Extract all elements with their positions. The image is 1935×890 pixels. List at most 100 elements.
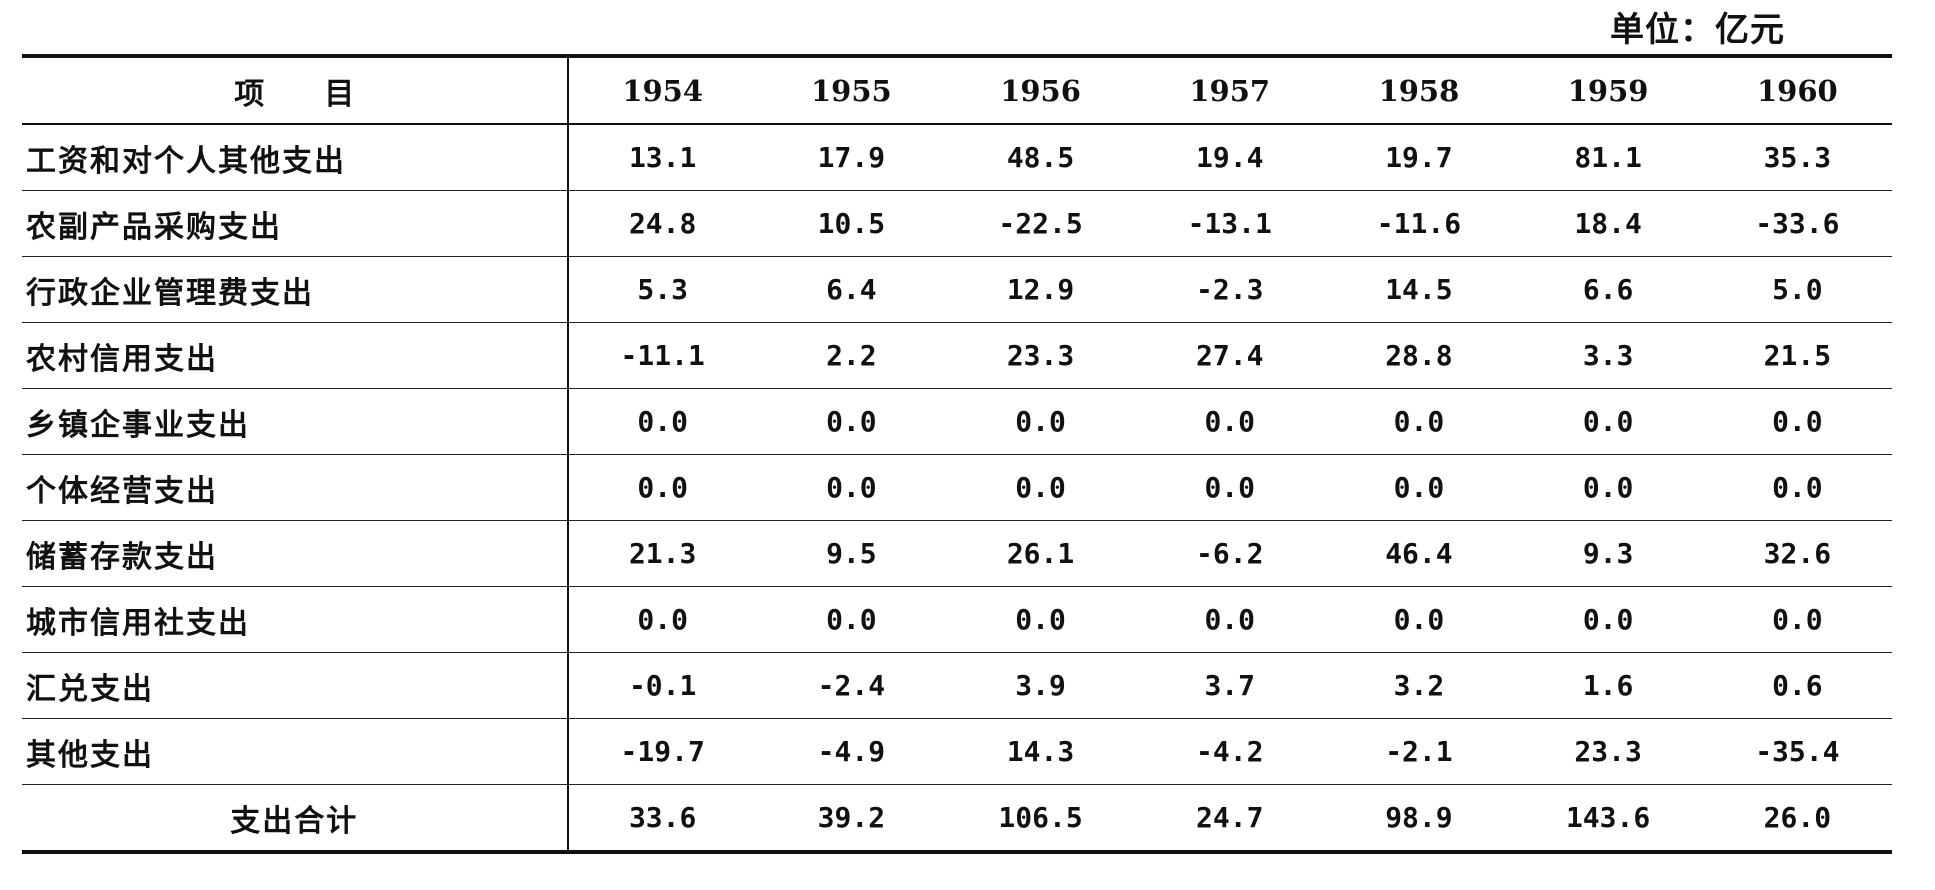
table-cell: -35.4 xyxy=(1702,718,1892,785)
row-label: 农村信用支出 xyxy=(22,322,569,389)
row-label: 其他支出 xyxy=(22,718,569,785)
table-cell: 0.0 xyxy=(1702,454,1892,521)
table-cell: 0.0 xyxy=(1135,586,1325,653)
table-cell: 0.0 xyxy=(1324,388,1514,455)
table-cell: 3.9 xyxy=(945,652,1136,719)
table-cell: -4.9 xyxy=(756,718,946,785)
table-cell: 14.5 xyxy=(1324,256,1514,323)
table-cell: 0.0 xyxy=(1513,454,1703,521)
table-cell: 48.5 xyxy=(945,124,1136,191)
table-cell: 0.0 xyxy=(945,586,1136,653)
row-label: 工资和对个人其他支出 xyxy=(22,124,569,191)
table-cell: 9.5 xyxy=(756,520,946,587)
table-cell: 19.7 xyxy=(1324,124,1514,191)
header-year: 1960 xyxy=(1702,56,1892,125)
table-cell: 28.8 xyxy=(1324,322,1514,389)
table-cell: 0.0 xyxy=(945,454,1136,521)
table-row: 储蓄存款支出 21.3 9.5 26.1 -6.2 46.4 9.3 32.6 xyxy=(22,520,1892,587)
table-cell: 0.0 xyxy=(1702,586,1892,653)
table-cell: -2.1 xyxy=(1324,718,1514,785)
table-cell: 3.3 xyxy=(1513,322,1703,389)
table-cell: -2.4 xyxy=(756,652,946,719)
table-cell: 2.2 xyxy=(756,322,946,389)
table-cell: 0.0 xyxy=(756,388,946,455)
table-cell: 0.0 xyxy=(1513,388,1703,455)
total-label: 支出合计 xyxy=(22,784,569,852)
table-cell: 24.8 xyxy=(567,190,757,257)
data-table-container: 项目 1954 1955 1956 1957 1958 1959 1960 工资… xyxy=(22,54,1892,854)
table-cell: 6.4 xyxy=(756,256,946,323)
table-cell: 0.0 xyxy=(1513,586,1703,653)
row-label: 乡镇企事业支出 xyxy=(22,388,569,455)
table-cell: 23.3 xyxy=(1513,718,1703,785)
table-row: 汇兑支出 -0.1 -2.4 3.9 3.7 3.2 1.6 0.6 xyxy=(22,652,1892,719)
table-cell: -6.2 xyxy=(1135,520,1325,587)
table-cell: 81.1 xyxy=(1513,124,1703,191)
table-cell: 18.4 xyxy=(1513,190,1703,257)
table-cell: 1.6 xyxy=(1513,652,1703,719)
total-cell: 26.0 xyxy=(1763,801,1832,834)
row-label: 个体经营支出 xyxy=(22,454,569,521)
table-cell: -22.5 xyxy=(945,190,1136,257)
total-cell: 39.2 xyxy=(817,801,886,834)
table-cell: 27.4 xyxy=(1135,322,1325,389)
expenditure-table: 项目 1954 1955 1956 1957 1958 1959 1960 工资… xyxy=(22,54,1892,854)
table-cell: 0.0 xyxy=(567,454,757,521)
table-cell: 26.1 xyxy=(945,520,1136,587)
header-year: 1954 xyxy=(567,56,757,125)
table-cell: 5.3 xyxy=(567,256,757,323)
table-cell: 0.6 xyxy=(1702,652,1892,719)
table-cell: -13.1 xyxy=(1135,190,1325,257)
row-label: 行政企业管理费支出 xyxy=(22,256,569,323)
table-row: 农村信用支出 -11.1 2.2 23.3 27.4 28.8 3.3 21.5 xyxy=(22,322,1892,389)
table-cell: 0.0 xyxy=(1702,388,1892,455)
table-cell: 0.0 xyxy=(1324,586,1514,653)
row-label: 储蓄存款支出 xyxy=(22,520,569,587)
total-row: 支出合计 33.6 39.2 106.5 24.7 98.9 143.6 26.… xyxy=(22,784,1892,852)
table-cell: 3.7 xyxy=(1135,652,1325,719)
table-cell: 0.0 xyxy=(567,586,757,653)
header-year: 1958 xyxy=(1324,56,1514,125)
table-cell: 0.0 xyxy=(1324,454,1514,521)
header-item-label: 项目 xyxy=(22,56,569,125)
table-row: 农副产品采购支出 24.8 10.5 -22.5 -13.1 -11.6 18.… xyxy=(22,190,1892,257)
table-cell: 9.3 xyxy=(1513,520,1703,587)
table-cell: 0.0 xyxy=(756,586,946,653)
table-cell: -11.1 xyxy=(567,322,757,389)
table-row: 工资和对个人其他支出 13.1 17.9 48.5 19.4 19.7 81.1… xyxy=(22,124,1892,191)
row-label: 农副产品采购支出 xyxy=(22,190,569,257)
table-cell: 12.9 xyxy=(945,256,1136,323)
table-cell: -19.7 xyxy=(567,718,757,785)
table-row: 其他支出 -19.7 -4.9 14.3 -4.2 -2.1 23.3 -35.… xyxy=(22,718,1892,785)
table-cell: 14.3 xyxy=(945,718,1136,785)
total-cell: 98.9 xyxy=(1385,801,1453,834)
table-cell: 3.2 xyxy=(1324,652,1514,719)
table-cell: 17.9 xyxy=(756,124,946,191)
row-label: 汇兑支出 xyxy=(22,652,569,719)
header-year: 1959 xyxy=(1513,56,1703,125)
table-cell: 35.3 xyxy=(1702,124,1892,191)
table-cell: 32.6 xyxy=(1702,520,1892,587)
table-cell: 46.4 xyxy=(1324,520,1514,587)
table-cell: 0.0 xyxy=(1135,388,1325,455)
table-cell: -11.6 xyxy=(1324,190,1514,257)
total-cell: 106.5 xyxy=(998,801,1083,834)
table-cell: 13.1 xyxy=(567,124,757,191)
table-cell: 0.0 xyxy=(756,454,946,521)
table-cell: 0.0 xyxy=(1135,454,1325,521)
table-cell: -0.1 xyxy=(567,652,757,719)
table-cell: 5.0 xyxy=(1702,256,1892,323)
table-cell: 19.4 xyxy=(1135,124,1325,191)
header-row: 项目 1954 1955 1956 1957 1958 1959 1960 xyxy=(22,56,1892,125)
table-cell: 21.3 xyxy=(567,520,757,587)
unit-label: 单位：亿元 xyxy=(1610,10,1785,50)
total-cell: 143.6 xyxy=(1565,801,1651,834)
table-cell: 21.5 xyxy=(1702,322,1892,389)
table-cell: 23.3 xyxy=(945,322,1136,389)
table-cell: 0.0 xyxy=(567,388,757,455)
header-year: 1955 xyxy=(756,56,946,125)
row-label: 城市信用社支出 xyxy=(22,586,569,653)
table-cell: 10.5 xyxy=(756,190,946,257)
table-cell: -33.6 xyxy=(1702,190,1892,257)
table-cell: -2.3 xyxy=(1135,256,1325,323)
